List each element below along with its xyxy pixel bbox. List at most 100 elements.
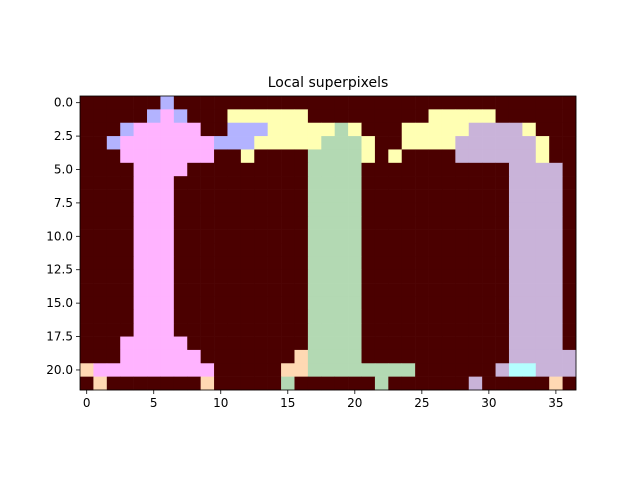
- heatmap-cell: [93, 122, 108, 137]
- heatmap-cell: [522, 283, 537, 297]
- heatmap-cell: [455, 149, 470, 164]
- heatmap-cell: [468, 323, 483, 337]
- heatmap-cell: [120, 309, 134, 324]
- heatmap-cell: [93, 349, 108, 364]
- heatmap-cell: [133, 296, 148, 311]
- heatmap-cell: [401, 216, 416, 230]
- heatmap-cell: [482, 136, 496, 150]
- heatmap-cell: [441, 296, 456, 311]
- heatmap-cell: [160, 363, 175, 377]
- heatmap-cell: [549, 376, 563, 391]
- heatmap-cell: [535, 176, 550, 190]
- heatmap-cell: [267, 296, 282, 311]
- heatmap-cell: [214, 109, 228, 124]
- heatmap-cell: [334, 162, 349, 177]
- heatmap-cell: [254, 269, 268, 284]
- heatmap-cell: [240, 136, 255, 150]
- heatmap-cell: [455, 349, 470, 364]
- heatmap-cell: [281, 296, 295, 311]
- heatmap-cell: [307, 309, 322, 324]
- heatmap-cell: [415, 363, 429, 377]
- heatmap-cell: [508, 296, 523, 311]
- heatmap-cell: [160, 349, 175, 364]
- heatmap-cell: [227, 202, 242, 217]
- heatmap-cell: [173, 309, 188, 324]
- heatmap-cell: [495, 162, 510, 177]
- heatmap-cell: [415, 202, 429, 217]
- heatmap-cell: [187, 349, 201, 364]
- heatmap-cell: [267, 376, 282, 391]
- heatmap-cell: [120, 96, 134, 110]
- heatmap-cell: [549, 136, 563, 150]
- heatmap-cell: [508, 189, 523, 204]
- heatmap-cell: [361, 136, 376, 150]
- heatmap-cell: [334, 376, 349, 391]
- heatmap-cell: [147, 96, 161, 110]
- heatmap-cell: [294, 363, 309, 377]
- heatmap-cell: [93, 309, 108, 324]
- heatmap-cell: [281, 323, 295, 337]
- heatmap-cell: [227, 323, 242, 337]
- heatmap-cell: [549, 229, 563, 244]
- heatmap-cell: [120, 136, 134, 150]
- heatmap-cell: [348, 109, 362, 124]
- heatmap-cell: [200, 122, 215, 137]
- heatmap-cell: [106, 336, 121, 351]
- heatmap-cell: [133, 216, 148, 230]
- heatmap-cell: [428, 256, 443, 271]
- heatmap-cell: [281, 136, 295, 150]
- heatmap-cell: [348, 256, 362, 271]
- heatmap-cell: [307, 96, 322, 110]
- heatmap-cell: [133, 323, 148, 337]
- heatmap-cell: [173, 136, 188, 150]
- heatmap-cell: [374, 363, 389, 377]
- heatmap-cell: [200, 243, 215, 257]
- heatmap-cell: [120, 149, 134, 164]
- heatmap-cell: [388, 109, 403, 124]
- heatmap-cell: [468, 136, 483, 150]
- heatmap-cell: [187, 189, 201, 204]
- heatmap-cell: [549, 349, 563, 364]
- heatmap-cell: [106, 109, 121, 124]
- heatmap-cell: [321, 189, 336, 204]
- heatmap-cell: [240, 283, 255, 297]
- heatmap-cell: [281, 349, 295, 364]
- heatmap-cell: [227, 229, 242, 244]
- heatmap-cell: [281, 229, 295, 244]
- heatmap-cell: [388, 243, 403, 257]
- heatmap-cell: [160, 269, 175, 284]
- heatmap-cell: [388, 189, 403, 204]
- heatmap-cell: [401, 149, 416, 164]
- heatmap-cell: [388, 349, 403, 364]
- heatmap-cell: [334, 283, 349, 297]
- heatmap-cell: [361, 202, 376, 217]
- heatmap-cell: [133, 336, 148, 351]
- heatmap-cell: [254, 376, 268, 391]
- heatmap-cell: [267, 202, 282, 217]
- heatmap-cell: [147, 162, 161, 177]
- heatmap-cell: [307, 296, 322, 311]
- heatmap-cell: [495, 243, 510, 257]
- heatmap-cell: [441, 189, 456, 204]
- heatmap-cell: [160, 149, 175, 164]
- heatmap-cell: [120, 296, 134, 311]
- heatmap-cell: [482, 229, 496, 244]
- heatmap-cell: [535, 122, 550, 137]
- heatmap-cell: [374, 149, 389, 164]
- heatmap-cell: [562, 296, 577, 311]
- heatmap-cell: [374, 162, 389, 177]
- heatmap-cell: [80, 243, 94, 257]
- heatmap-cell: [468, 363, 483, 377]
- heatmap-cell: [522, 336, 537, 351]
- heatmap-cell: [214, 363, 228, 377]
- heatmap-cell: [133, 363, 148, 377]
- heatmap-cell: [187, 96, 201, 110]
- heatmap-cell: [200, 363, 215, 377]
- heatmap-cell: [294, 336, 309, 351]
- heatmap-cell: [455, 202, 470, 217]
- heatmap-cell: [441, 349, 456, 364]
- heatmap-cell: [441, 336, 456, 351]
- heatmap-cell: [334, 122, 349, 137]
- heatmap-cell: [441, 363, 456, 377]
- heatmap-cell: [267, 269, 282, 284]
